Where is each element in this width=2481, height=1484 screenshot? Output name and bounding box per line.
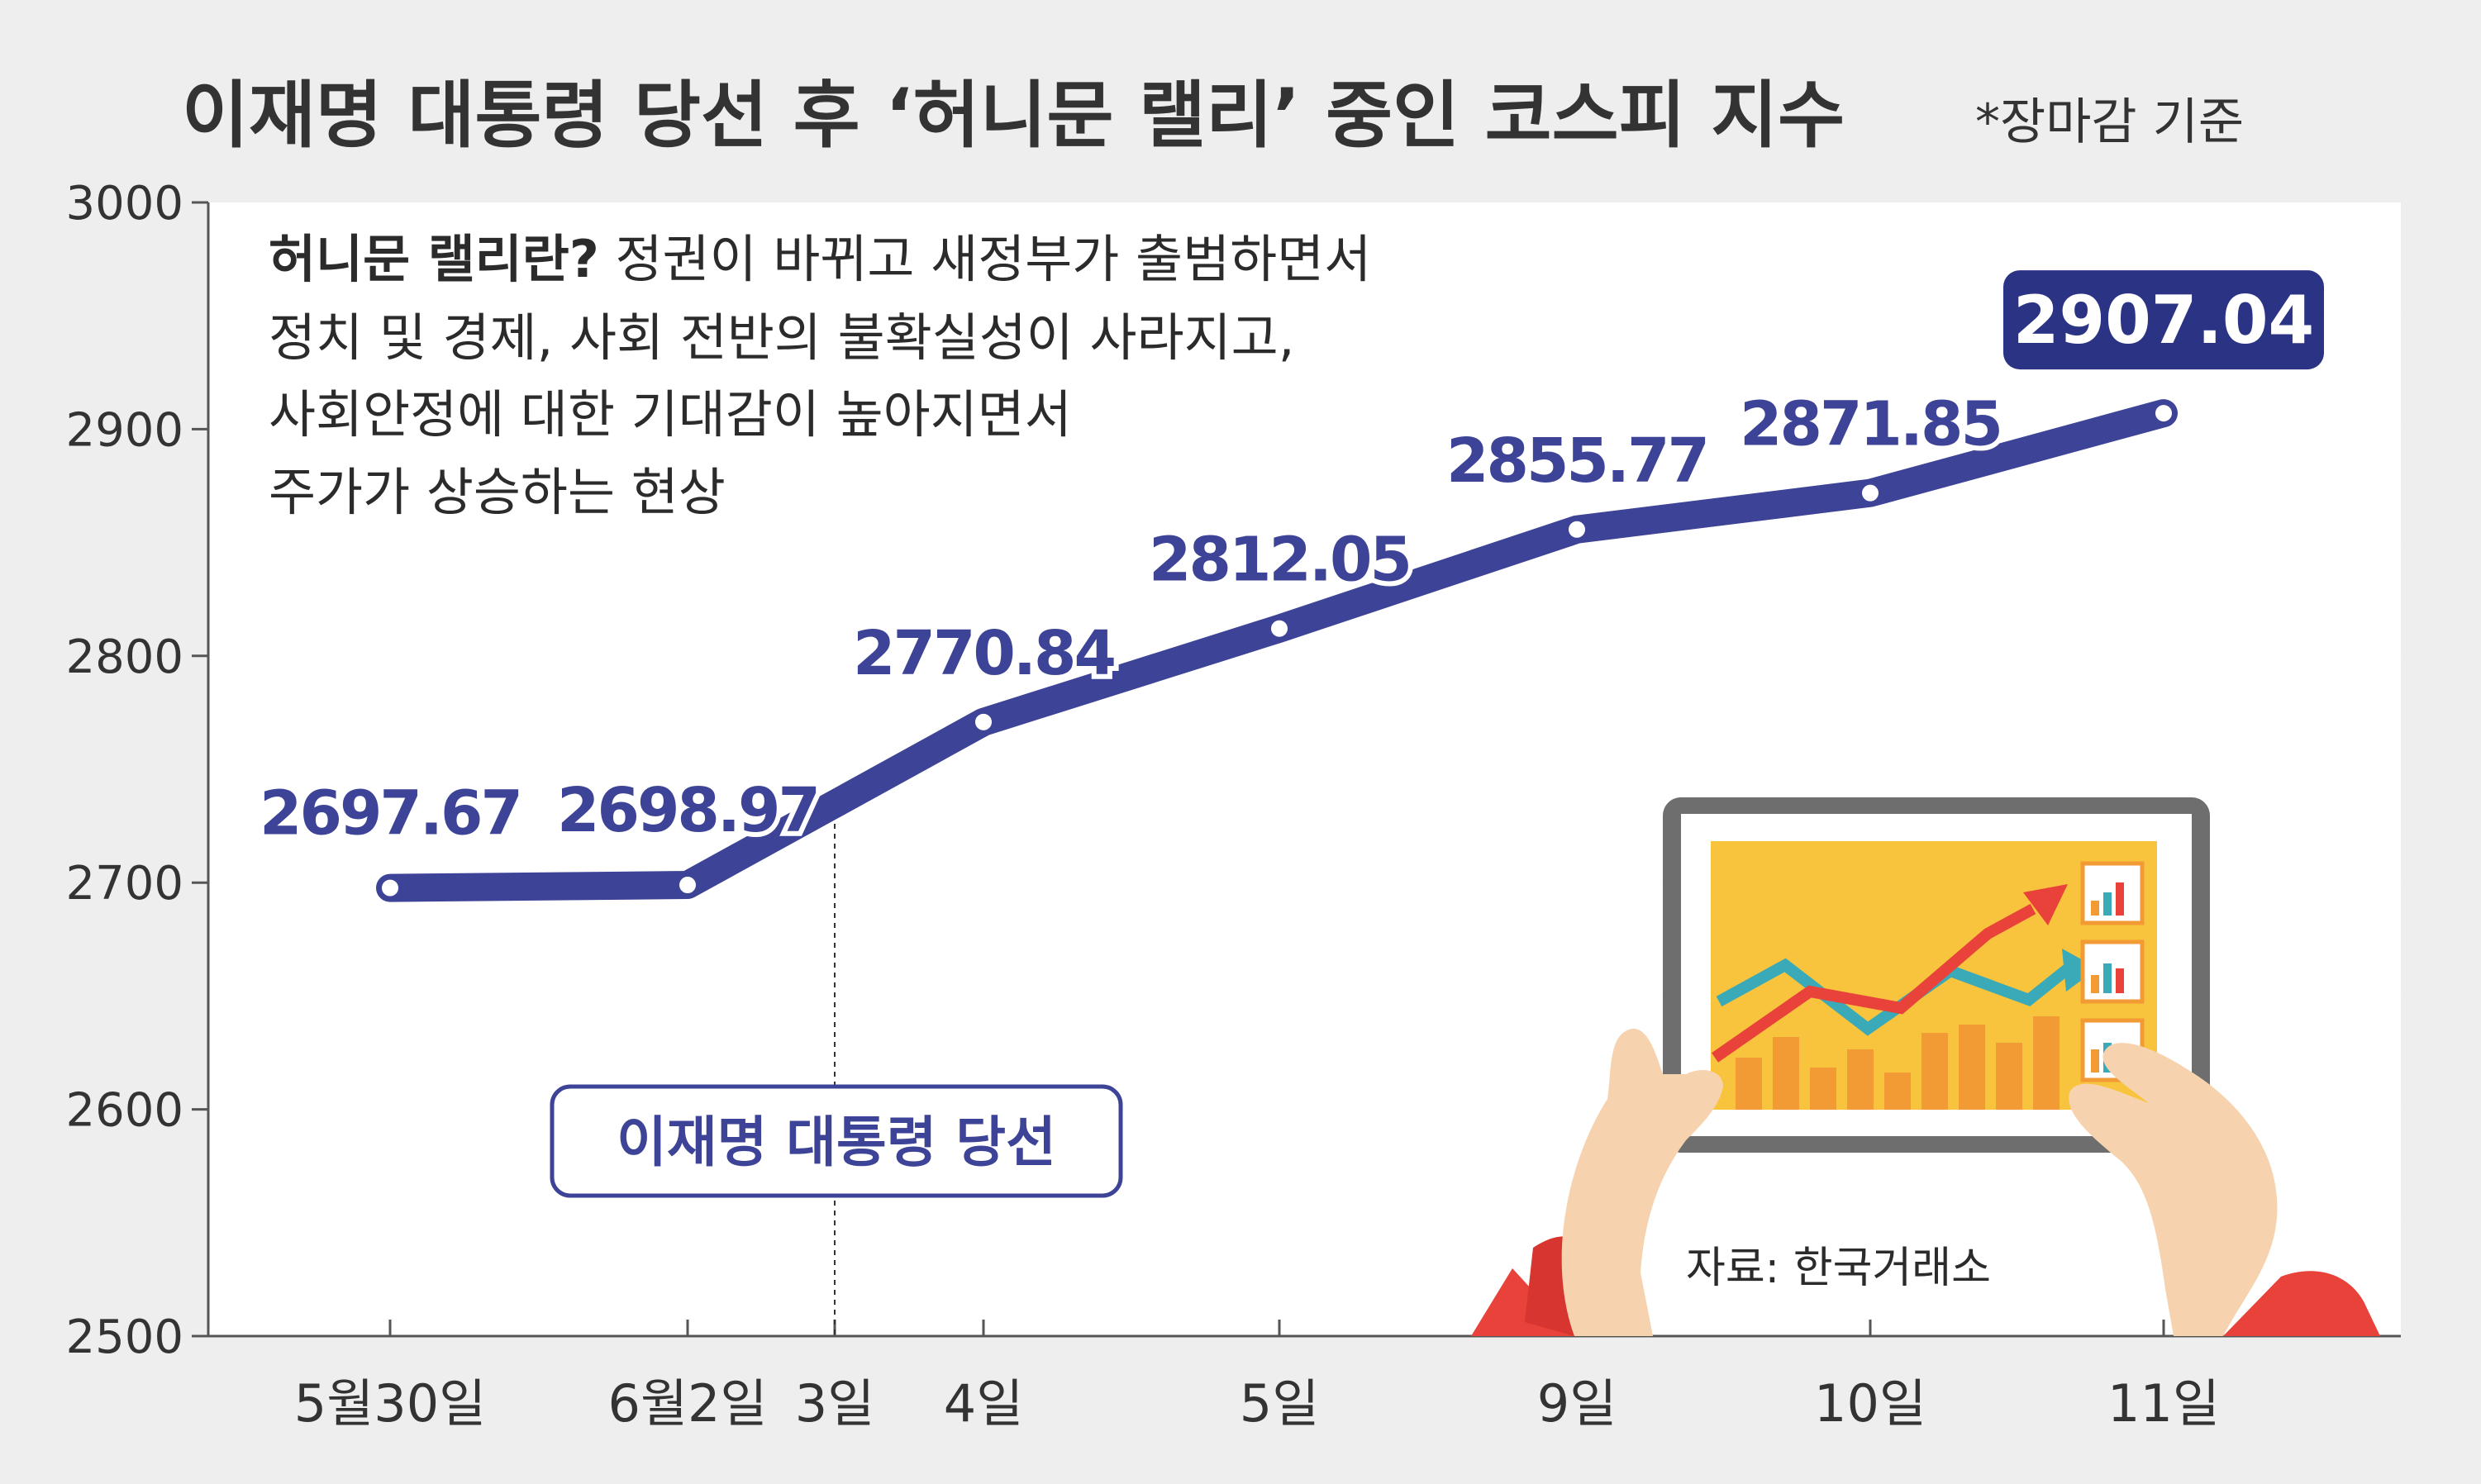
- y-tick-label: 3000: [65, 177, 183, 231]
- x-tick-label: 5월30일: [294, 1373, 486, 1434]
- note-line-1: 정권이 바뀌고 새정부가 출범하면서: [599, 229, 1371, 289]
- x-axis: 5월30일 6월2일 4일 5일 9일 10일 11일 3일: [294, 1320, 2220, 1434]
- screen-red-arrowhead: [2023, 884, 2068, 925]
- x-tick-label: 4일: [944, 1373, 1024, 1434]
- chart-title: 이재명 대통령 당선 후 ‘허니문 랠리’ 중인 코스피 지수: [182, 73, 1845, 158]
- note-line-3: 사회안정에 대한 기대감이 높아지면서: [269, 384, 1072, 445]
- grid-bands: [208, 202, 2401, 1336]
- event-label-box: 이재명 대통령 당선: [550, 1084, 1123, 1198]
- y-axis: 3000 2900 2800 2700 2600 2500: [65, 177, 208, 1364]
- svg-text:허니문 랠리란? 정권이 바뀌고 새정부가 출범하면서: 허니문 랠리란? 정권이 바뀌고 새정부가 출범하면서: [269, 229, 1371, 289]
- tablet-chart-illustration: [1471, 797, 2380, 1336]
- screen-red-line: [1712, 903, 2036, 1063]
- data-label: 2907.04: [2013, 282, 2314, 359]
- data-point: [2152, 402, 2175, 426]
- y-tick-label: 2800: [65, 630, 183, 684]
- data-point: [379, 876, 402, 900]
- event-label-frame: [550, 1084, 1123, 1198]
- screen-teal-arrowhead: [2062, 949, 2098, 992]
- data-label: 2697.67: [260, 778, 521, 849]
- data-label: 2855.77: [1446, 426, 1707, 497]
- event-label: 이재명 대통령 당선: [617, 1111, 1056, 1174]
- x-tick-label: 9일: [1537, 1373, 1617, 1434]
- note-line-4: 주가가 상승하는 현상: [269, 462, 726, 522]
- grid-band: [208, 542, 2401, 656]
- data-point: [1565, 517, 1588, 541]
- points-layer: [379, 402, 2175, 900]
- data-point: [1268, 616, 1291, 640]
- note-line-2: 정치 및 경제, 사회 전반의 불확실성이 사라지고,: [269, 307, 1294, 368]
- data-label: 2770.84: [853, 618, 1115, 689]
- data-point: [676, 873, 699, 897]
- source-note: 자료: 한국거래소: [1686, 1244, 1991, 1293]
- x-tick-label: 6월2일: [608, 1373, 768, 1434]
- labels-layer: 2697.67 2698.97 2770.84 2812.05 2855.77 2871.…: [255, 270, 2324, 854]
- note-block: 허니문 랠리란? 정권이 바뀌고 새정부가 출범하면서 정치 및 경제, 사회 …: [269, 229, 1371, 522]
- note-heading: 허니문 랠리란?: [269, 229, 599, 289]
- screen-bars: [1736, 1016, 2060, 1110]
- chart-subtitle: *장마감 기준: [1975, 93, 2244, 151]
- grid-band: [208, 655, 2401, 769]
- right-hand-icon: [2069, 1043, 2278, 1336]
- grid-band: [208, 1222, 2401, 1336]
- x-tick-label: 10일: [1814, 1373, 1926, 1434]
- data-point: [972, 710, 995, 734]
- y-tick-label: 2500: [65, 1310, 183, 1364]
- left-hand-icon: [1561, 1028, 1723, 1336]
- y-tick-label: 2900: [65, 403, 183, 457]
- data-label: 2698.97: [557, 775, 818, 846]
- y-tick-label: 2600: [65, 1084, 183, 1138]
- highlight-box: [2003, 270, 2324, 370]
- data-point: [1859, 481, 1882, 505]
- x-tick-label-event: 3일: [795, 1373, 875, 1434]
- data-label: 2871.85: [1740, 389, 2001, 460]
- x-tick-label: 11일: [2107, 1373, 2220, 1434]
- x-tick-label: 5일: [1240, 1373, 1320, 1434]
- data-label: 2812.05: [1149, 525, 1410, 596]
- right-sleeve: [2223, 1271, 2380, 1336]
- y-tick-label: 2700: [65, 857, 183, 911]
